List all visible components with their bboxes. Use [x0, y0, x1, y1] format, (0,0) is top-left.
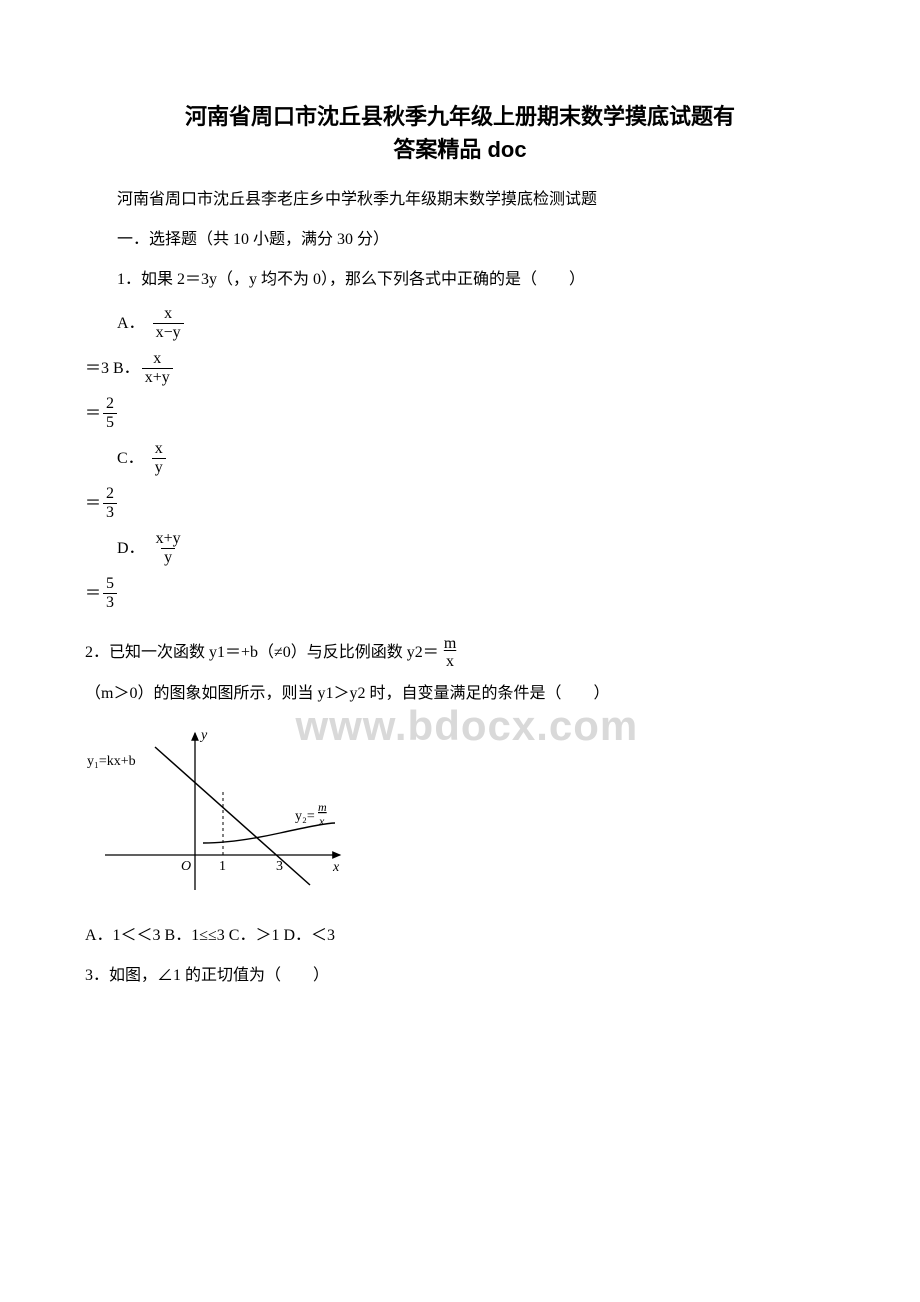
q3-text: 3．如图，∠1 的正切值为（ ） [85, 960, 835, 992]
q1-option-c: C． x y [117, 441, 835, 476]
subtitle: 河南省周口市沈丘县李老庄乡中学秋季九年级期末数学摸底检测试题 [85, 184, 835, 216]
fraction-53: 5 3 [103, 576, 117, 611]
q1-eq-b: ＝3 B． x x+y [85, 351, 835, 386]
prefix-b: ＝3 B． [85, 356, 140, 382]
graph-svg: yxO13y₁=kx+by₂=mx [85, 725, 345, 900]
svg-text:3: 3 [276, 859, 283, 874]
svg-text:x: x [332, 860, 340, 875]
label-d: D． [117, 536, 145, 562]
svg-text:x: x [318, 814, 325, 828]
label-a: A． [117, 311, 145, 337]
q2-graph: yxO13y₁=kx+by₂=mx [85, 725, 835, 900]
eq-sign-23: ＝ [85, 491, 101, 517]
q2-prefix: 2．已知一次函数 y1＝+b（≠0）与反比例函数 y2＝ [85, 637, 439, 669]
title-line2: 答案精品 doc [85, 133, 835, 166]
q2-options: A．1＜＜3 B．1≤≤3 C．＞1 D．＜3 [85, 920, 835, 952]
svg-text:y: y [199, 728, 208, 743]
fraction-c: x y [152, 441, 166, 476]
q1-eq-25: ＝ 2 5 [85, 396, 835, 431]
title-line1: 河南省周口市沈丘县秋季九年级上册期末数学摸底试题有 [85, 100, 835, 133]
svg-text:y₂=: y₂= [295, 809, 315, 824]
label-c: C． [117, 446, 144, 472]
eq-sign-25: ＝ [85, 401, 101, 427]
fraction-23: 2 3 [103, 486, 117, 521]
svg-text:y₁=kx+b: y₁=kx+b [87, 754, 136, 769]
fraction-a: x x−y [153, 306, 184, 341]
q2-line2: （m＞0）的图象如图所示，则当 y1＞y2 时，自变量满足的条件是（ ） [85, 678, 835, 710]
svg-text:O: O [181, 859, 191, 874]
fraction-d: x+y y [153, 531, 184, 566]
q1-eq-53: ＝ 5 3 [85, 576, 835, 611]
fraction-b: x x+y [142, 351, 173, 386]
q2-line1: 2．已知一次函数 y1＝+b（≠0）与反比例函数 y2＝ m x [85, 636, 835, 670]
section-heading: 一．选择题（共 10 小题，满分 30 分） [85, 224, 835, 256]
svg-text:m: m [318, 800, 327, 814]
fraction-25: 2 5 [103, 396, 117, 431]
q1-text: 1．如果 2＝3y（，y 均不为 0），那么下列各式中正确的是（ ） [85, 264, 835, 296]
q2-fraction: m x [441, 636, 459, 670]
svg-text:1: 1 [219, 859, 226, 874]
q1-option-d: D． x+y y [117, 531, 835, 566]
eq-sign-53: ＝ [85, 581, 101, 607]
q1-eq-23: ＝ 2 3 [85, 486, 835, 521]
q1-option-a: A． x x−y [117, 306, 835, 341]
